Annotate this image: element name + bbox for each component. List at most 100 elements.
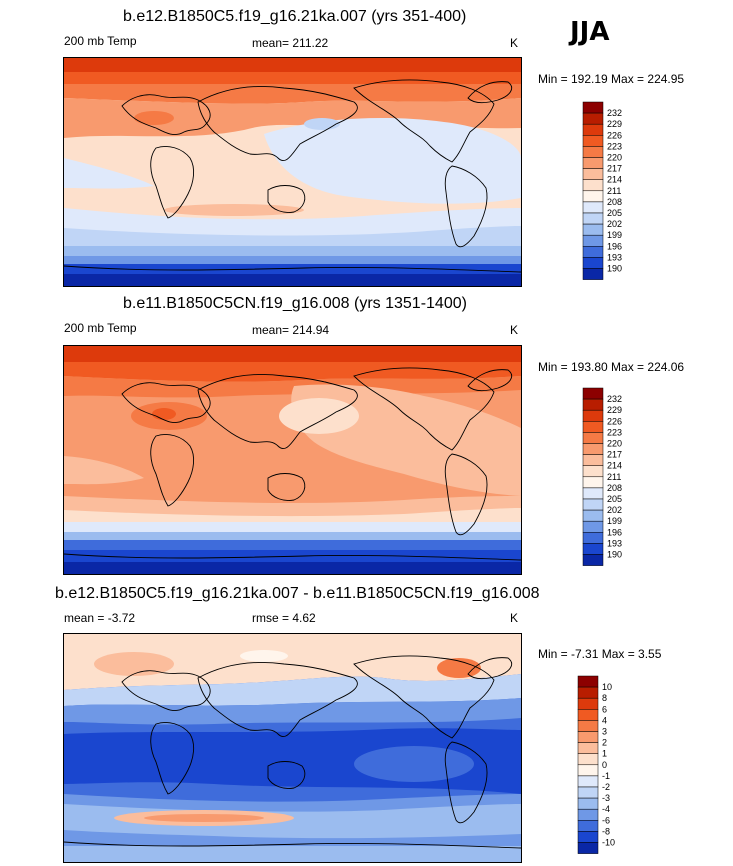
colorbar-swatch	[577, 786, 599, 799]
colorbar-tick-label: -1	[602, 771, 610, 781]
colorbar-swatch	[582, 112, 604, 125]
colorbar-swatch	[582, 223, 604, 236]
colorbar-swatch	[582, 387, 604, 400]
panel2-title: b.e11.B1850C5CN.f19_g16.008 (yrs 1351-14…	[123, 295, 467, 312]
colorbar-swatch	[582, 123, 604, 136]
panel3-mean-label: mean = -3.72	[64, 611, 136, 625]
colorbar-tick-label: 232	[607, 394, 622, 404]
colorbar-swatch	[582, 212, 604, 225]
colorbar-swatch	[577, 675, 599, 688]
colorbar-tick-label: 232	[607, 108, 622, 118]
colorbar-swatch	[577, 831, 599, 843]
colorbar-swatch	[577, 709, 599, 721]
season-label: JJA	[570, 17, 610, 47]
colorbar-swatch	[582, 190, 604, 203]
colorbar-tick-label: 205	[607, 208, 622, 218]
colorbar-tick-label: 2	[602, 738, 607, 748]
colorbar-tick-label: 196	[607, 527, 622, 537]
colorbar-tick-label: 190	[607, 550, 622, 560]
colorbar-tick-label: 214	[607, 175, 622, 185]
colorbar-swatch	[582, 465, 604, 478]
colorbar-tick-label: 199	[607, 230, 622, 240]
colorbar-tick-label: 223	[607, 427, 622, 437]
colorbar-swatch	[577, 686, 599, 699]
colorbar-tick-label: -2	[602, 782, 610, 792]
colorbar-swatch	[582, 421, 604, 433]
panel1-title: b.e12.B1850C5.f19_g16.21ka.007 (yrs 351-…	[123, 8, 467, 25]
colorbar-tick-label: 220	[607, 153, 622, 163]
colorbar-tick-label: -3	[602, 793, 610, 803]
colorbar-tick-label: 211	[607, 186, 621, 196]
colorbar-swatch	[577, 820, 599, 832]
colorbar-tick-label: 229	[607, 119, 622, 129]
panel2-mean-label: mean= 214.94	[252, 323, 330, 337]
colorbar-swatch	[582, 257, 604, 269]
colorbar-tick-label: 196	[607, 241, 622, 251]
colorbar-swatch	[582, 268, 604, 280]
panel3-colorbar: 10 8 6 4 3 2 1 0 -1 -2 -3 -4 -6 -8 -10	[577, 675, 638, 866]
colorbar-swatch	[582, 454, 604, 466]
panel3-minmax-label: Min = -7.31 Max = 3.55	[538, 647, 662, 661]
colorbar-swatch	[577, 697, 599, 710]
colorbar-swatch	[577, 808, 599, 821]
colorbar-tick-label: 214	[607, 461, 622, 471]
colorbar-tick-label: 223	[607, 141, 622, 151]
colorbar-swatch	[582, 398, 604, 411]
colorbar-swatch	[577, 720, 599, 732]
colorbar-swatch	[582, 487, 604, 500]
colorbar-swatch	[582, 146, 604, 158]
colorbar-swatch	[582, 443, 604, 455]
colorbar-swatch	[577, 731, 599, 743]
colorbar-tick-label: 217	[607, 164, 622, 174]
colorbar-swatch	[582, 234, 604, 247]
colorbar-swatch	[582, 246, 604, 258]
panel1-mean-label: mean= 211.22	[252, 36, 329, 50]
panel3-rmse-label: rmse = 4.62	[252, 611, 316, 625]
colorbar-swatch	[582, 179, 604, 192]
colorbar-swatch	[582, 409, 604, 422]
colorbar-tick-label: 217	[607, 450, 622, 460]
colorbar-tick-label: 1	[602, 749, 607, 759]
colorbar-swatch	[577, 775, 599, 788]
panel3-units-label: K	[510, 611, 519, 625]
panel1-colorbar-svg: 2322292262232202172142112082052021991961…	[582, 101, 622, 280]
panel2-map	[63, 345, 522, 575]
colorbar-swatch	[577, 764, 599, 777]
panel1-units-label: K	[510, 36, 519, 50]
colorbar-swatch	[582, 532, 604, 544]
colorbar-tick-label: -8	[602, 826, 610, 836]
colorbar-swatch	[582, 509, 604, 522]
colorbar-tick-label: -10	[602, 838, 615, 848]
colorbar-tick-label: 190	[607, 264, 622, 274]
colorbar-tick-label: 226	[607, 130, 622, 140]
colorbar-tick-label: 211	[607, 472, 621, 482]
colorbar-tick-label: 193	[607, 538, 622, 548]
colorbar-swatch	[577, 842, 599, 854]
colorbar-tick-label: 205	[607, 494, 622, 504]
colorbar-swatch	[582, 168, 604, 180]
colorbar-swatch	[582, 201, 604, 214]
panel3-map	[63, 633, 522, 863]
colorbar-tick-label: 3	[602, 727, 607, 737]
colorbar-tick-label: 8	[602, 693, 607, 703]
colorbar-swatch	[582, 135, 604, 147]
colorbar-swatch	[582, 101, 604, 114]
panel1-map	[63, 57, 522, 287]
colorbar-tick-label: 208	[607, 197, 622, 207]
panel2-minmax-label: Min = 193.80 Max = 224.06	[538, 360, 685, 374]
colorbar-swatch	[582, 432, 604, 444]
panel2-colorbar: 232 229 226 223 220 217 214 211 208 205 202 199 196 1…	[582, 387, 643, 578]
panel2-units-label: K	[510, 323, 519, 337]
colorbar-tick-label: 193	[607, 252, 622, 262]
panel1-variable-label: 200 mb Temp	[64, 34, 137, 48]
colorbar-swatch	[582, 157, 604, 169]
colorbar-tick-label: 208	[607, 483, 622, 493]
colorbar-swatch	[582, 543, 604, 555]
panel1-colorbar: 232 229 226 223 220 217 214 211 208 205 202 199 196 1…	[582, 101, 643, 292]
colorbar-swatch	[582, 520, 604, 533]
colorbar-swatch	[582, 476, 604, 489]
colorbar-swatch	[582, 554, 604, 566]
colorbar-tick-label: -4	[602, 804, 610, 814]
panel1-minmax-label: Min = 192.19 Max = 224.95	[538, 72, 685, 86]
